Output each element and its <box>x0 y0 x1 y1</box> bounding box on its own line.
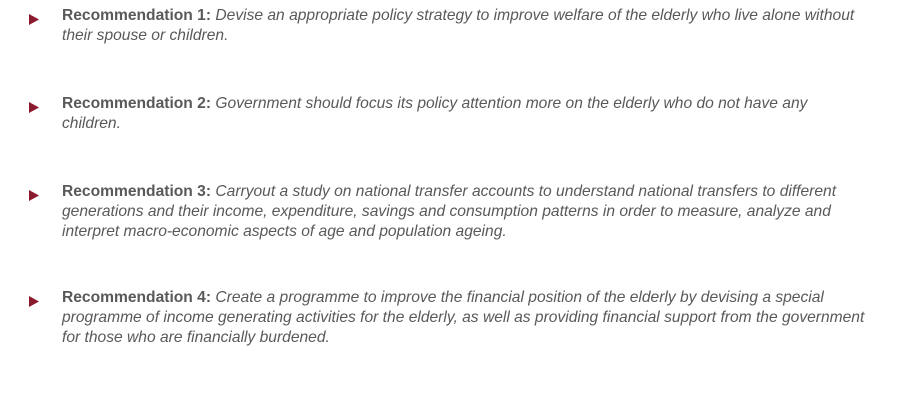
recommendation-label: Recommendation 1: <box>62 7 212 24</box>
bullet-icon <box>29 14 39 25</box>
recommendation-text: Government should focus its policy atten… <box>62 95 808 132</box>
recommendation-label: Recommendation 3: <box>62 183 212 200</box>
bullet-icon <box>29 102 39 113</box>
recommendation-list: Recommendation 1: Devise an appropriate … <box>0 6 870 348</box>
recommendation-item: Recommendation 1: Devise an appropriate … <box>0 6 870 46</box>
recommendation-text: Create a programme to improve the financ… <box>62 289 865 346</box>
recommendation-label: Recommendation 2: <box>62 95 212 112</box>
recommendation-item: Recommendation 4: Create a programme to … <box>0 288 870 348</box>
recommendation-item: Recommendation 2: Government should focu… <box>0 94 870 134</box>
bullet <box>29 293 39 313</box>
bullet <box>29 187 39 207</box>
bullet <box>29 11 39 31</box>
recommendation-item: Recommendation 3: Carryout a study on na… <box>0 182 870 242</box>
bullet-icon <box>29 190 39 201</box>
recommendation-text: Carryout a study on national transfer ac… <box>62 183 837 240</box>
recommendation-label: Recommendation 4: <box>62 289 212 306</box>
bullet <box>29 99 39 119</box>
bullet-icon <box>29 296 39 307</box>
recommendation-text: Devise an appropriate policy strategy to… <box>62 7 855 44</box>
